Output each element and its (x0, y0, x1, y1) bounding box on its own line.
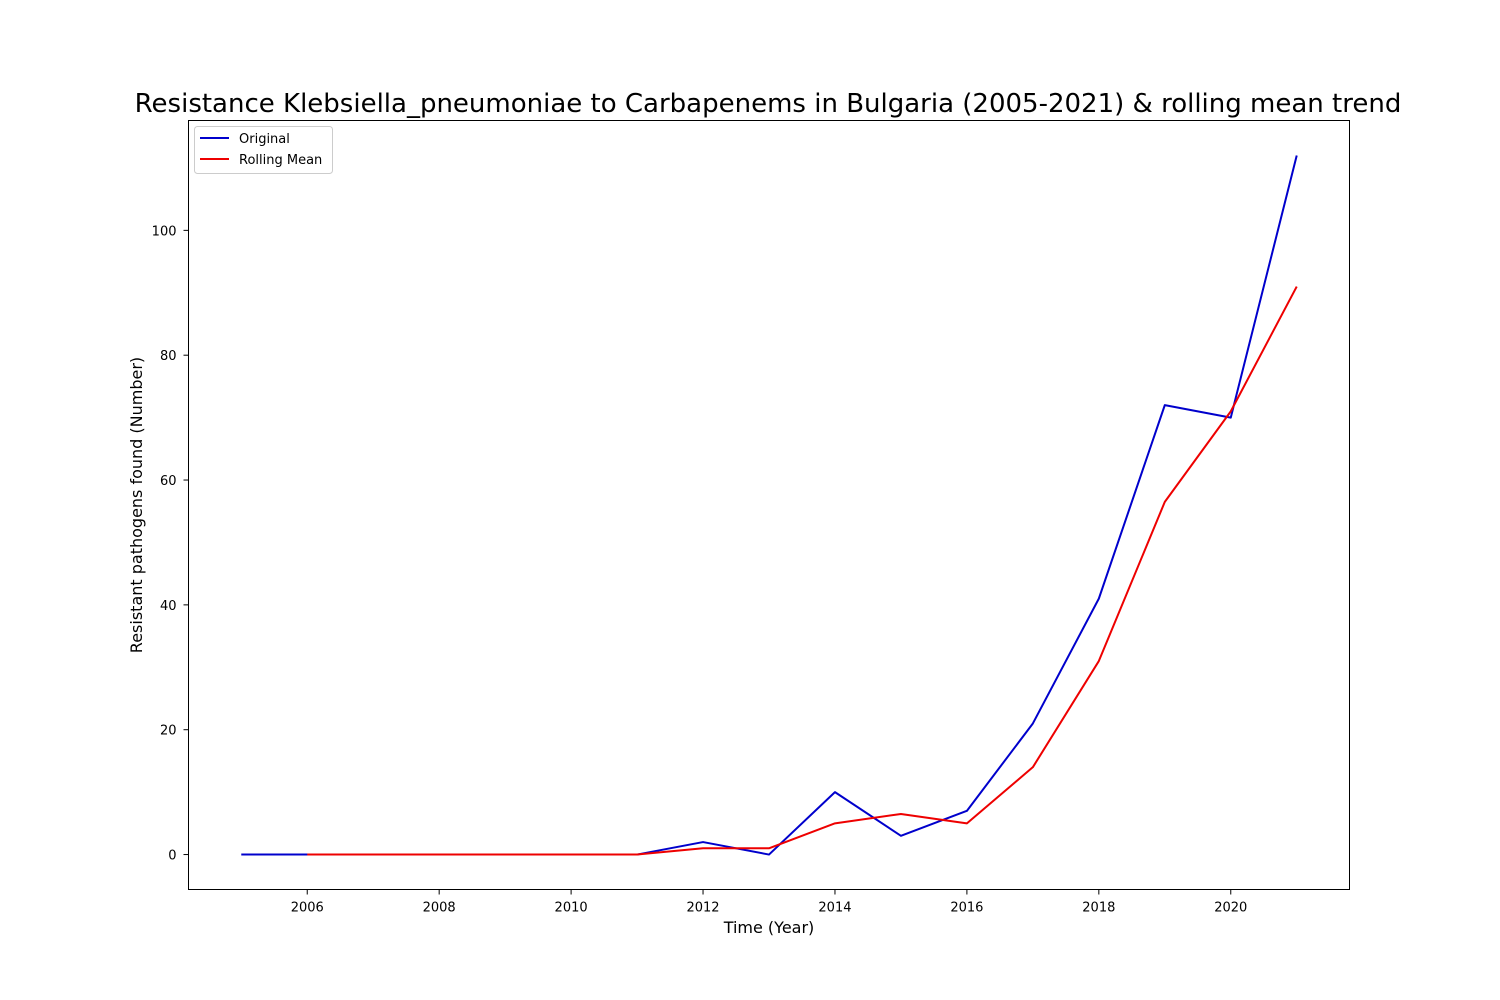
legend: Original Rolling Mean (194, 126, 333, 174)
y-tick-label: 100 (152, 224, 177, 239)
plot-frame (188, 120, 1350, 890)
y-tick-label: 40 (160, 599, 177, 614)
series-layer (241, 155, 1298, 856)
plot-area (188, 120, 1350, 890)
chart-title: Resistance Klebsiella_pneumoniae to Carb… (135, 89, 1402, 119)
y-tick-label: 60 (160, 474, 177, 489)
y-tick-label: 0 (168, 849, 176, 864)
x-tick-label: 2010 (555, 901, 588, 916)
y-tick-label: 20 (160, 724, 177, 739)
y-tick-label: 80 (160, 349, 177, 364)
x-axis: 2006 2008 2010 2012 2014 2016 2018 2020 (291, 889, 1247, 916)
y-axis-label: Resistant pathogens found (Number) (127, 357, 146, 653)
x-axis-label: Time (Year) (723, 918, 815, 937)
x-tick-label: 2016 (950, 901, 983, 916)
series-line-original (241, 155, 1298, 856)
legend-label-original: Original (239, 132, 290, 147)
x-tick-label: 2008 (423, 901, 456, 916)
x-tick-label: 2018 (1082, 901, 1115, 916)
series-line-rolling-mean (307, 286, 1298, 856)
x-tick-label: 2020 (1214, 901, 1247, 916)
y-axis: 0 20 40 60 80 100 (152, 224, 189, 864)
legend-label-rolling-mean: Rolling Mean (239, 153, 322, 168)
x-tick-label: 2006 (291, 901, 324, 916)
x-tick-label: 2012 (686, 901, 719, 916)
x-tick-label: 2014 (818, 901, 851, 916)
